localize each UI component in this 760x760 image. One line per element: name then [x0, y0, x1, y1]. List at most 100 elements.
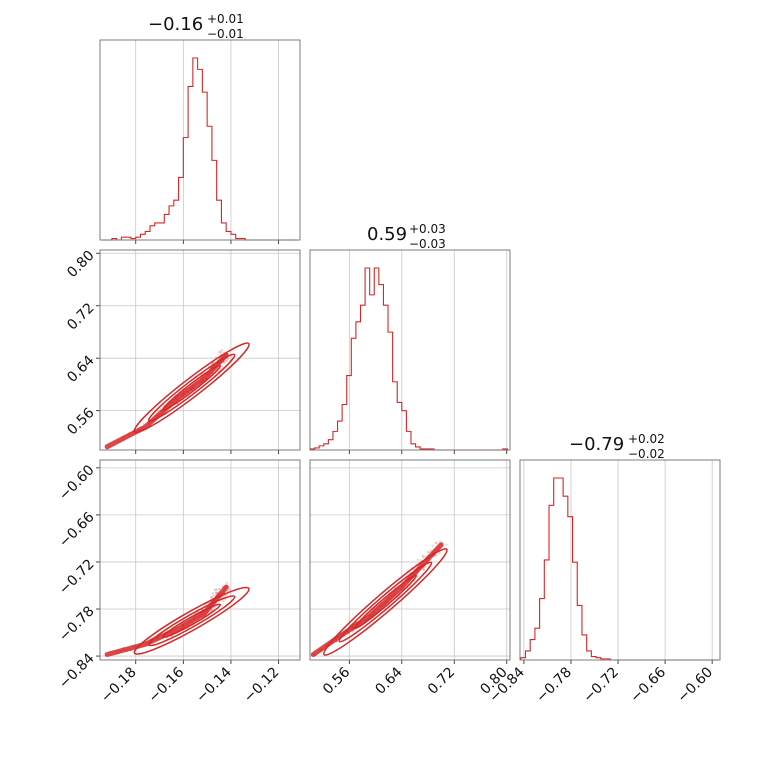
scatter-point [210, 609, 213, 612]
scatter-point [214, 591, 218, 594]
scatter-point [210, 596, 213, 599]
scatter-point [142, 423, 145, 426]
y-tick-label: 0.64 [64, 352, 97, 385]
scatter-point [212, 594, 215, 597]
scatter-point [422, 556, 425, 559]
title-value-1: 0.59 [367, 224, 407, 245]
scatter-point [215, 588, 218, 591]
scatter-point [422, 555, 425, 558]
scatter-point [351, 630, 354, 633]
x-tick-label: −0.78 [533, 664, 575, 706]
title-minus-2: −0.02 [628, 447, 665, 461]
y-tick-label: −0.60 [56, 462, 98, 504]
panel-frame [99, 459, 301, 661]
panel-frame [99, 39, 301, 241]
scatter-point [221, 595, 224, 598]
scatter-point [220, 350, 223, 353]
contour-level-3 [353, 574, 417, 630]
x-tick-label: 0.72 [425, 664, 458, 697]
scatter-point [435, 554, 438, 557]
contour-level-2 [147, 353, 236, 422]
scatter-point [211, 596, 214, 599]
scatter-point [228, 588, 231, 591]
title-value-2: −0.79 [569, 434, 624, 455]
x-tick-labels: −0.18 −0.16 −0.14 −0.12 0.56 0.64 0.72 0.80−0.8… [98, 664, 716, 706]
panel-scatter-1-0 [96, 249, 301, 454]
scatter-point [214, 356, 218, 359]
title-param-1: 0.59 +0.03 −0.03 [367, 222, 446, 251]
panel-hist-1 [309, 249, 511, 454]
scatter-point [215, 592, 218, 595]
scatter-point [222, 599, 225, 603]
scatter-point [221, 365, 225, 368]
scatter-point [439, 552, 442, 555]
scatter-point [431, 544, 434, 547]
panel-scatter-2-1 [309, 459, 511, 664]
panel-hist-2 [519, 459, 721, 664]
title-param-0: −0.16 +0.01 −0.01 [148, 12, 244, 41]
y-tick-label: −0.66 [56, 509, 98, 551]
panel-frame [99, 249, 301, 451]
scatter-point [225, 360, 228, 363]
title-plus-2: +0.02 [628, 432, 665, 446]
scatter-point [227, 587, 231, 590]
scatter-point [439, 540, 442, 543]
x-tick-label: −0.72 [580, 664, 622, 706]
scatter-point [422, 568, 425, 572]
scatter-point [226, 357, 229, 360]
title-minus-1: −0.03 [409, 237, 446, 251]
y-tick-labels: 0.56 0.64 0.72 0.80 −0.84 −0.78 −0.72 −0.66 −0.6… [56, 248, 98, 692]
panel-frame [309, 459, 511, 661]
scatter-point [219, 351, 222, 354]
panel-scatter-2-0 [96, 459, 301, 664]
contour-level-3 [162, 603, 222, 639]
panel-frame [519, 459, 721, 661]
contour-level-3 [162, 364, 222, 411]
y-tick-label: −0.72 [56, 556, 98, 598]
scatter-point [428, 550, 431, 553]
title-plus-1: +0.03 [409, 222, 446, 236]
histogram-step-0 [102, 57, 298, 241]
scatter-point [223, 361, 226, 364]
scatter-point [215, 588, 218, 591]
panel-frame [309, 249, 511, 451]
scatter-point [223, 361, 226, 364]
scatter-point [426, 551, 430, 554]
x-tick-label: −0.12 [241, 664, 283, 706]
contour-level-1 [133, 342, 250, 434]
histogram-step-1 [309, 267, 508, 451]
scatter-point [212, 361, 215, 364]
scatter-point [420, 559, 423, 562]
scatter-point [226, 358, 229, 362]
scatter-point [416, 575, 419, 578]
scatter-point [435, 542, 438, 545]
scatter-point [437, 551, 440, 555]
title-param-2: −0.79 +0.02 −0.02 [569, 432, 665, 461]
contour-level-1 [133, 586, 250, 655]
scatter-point [215, 591, 218, 594]
contour-level-2 [147, 595, 236, 647]
scatter-point [220, 348, 224, 352]
scatter-point [209, 595, 212, 598]
density-ridge [104, 352, 229, 450]
x-tick-label: 0.56 [320, 664, 353, 697]
y-tick-label: 0.80 [64, 248, 97, 281]
scatter-point [434, 541, 437, 544]
x-tick-label: −0.16 [146, 664, 188, 706]
scatter-point [225, 581, 228, 584]
scatter-point [416, 558, 419, 561]
scatter-point [211, 591, 215, 595]
scatter-point [222, 351, 225, 354]
histogram-step-2 [520, 477, 719, 661]
y-tick-label: −0.84 [56, 650, 98, 692]
title-minus-0: −0.01 [207, 27, 244, 41]
x-tick-label: −0.66 [627, 664, 669, 706]
scatter-point [223, 594, 226, 598]
scatter-point [424, 565, 427, 568]
x-tick-label: −0.14 [193, 664, 235, 706]
contour-level-1 [323, 548, 448, 656]
scatter-point [428, 563, 431, 566]
scatter-point [445, 543, 448, 546]
scatter-point [421, 554, 424, 557]
